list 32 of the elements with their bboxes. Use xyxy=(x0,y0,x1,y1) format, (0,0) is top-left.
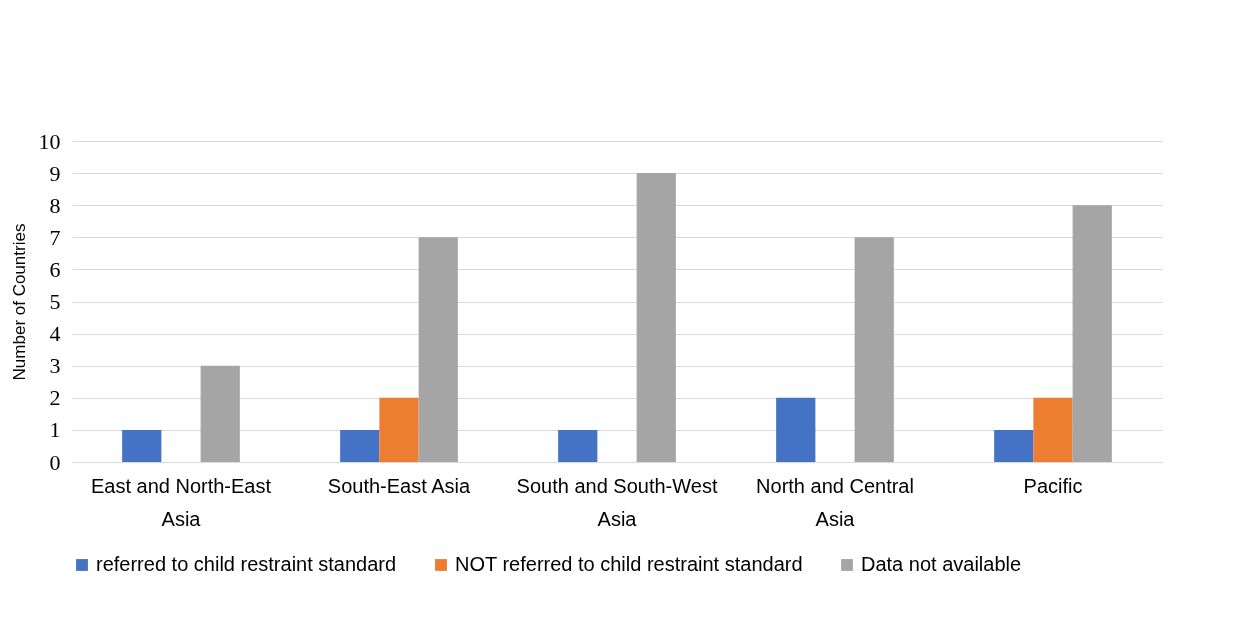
bar xyxy=(776,397,816,462)
x-tick-label: North and Central Asia xyxy=(756,474,914,530)
y-tick-label: 4 xyxy=(49,321,61,347)
bar xyxy=(200,365,240,462)
y-axis-title: Number of Countries xyxy=(9,223,29,381)
bar xyxy=(418,237,458,462)
bar xyxy=(1072,205,1112,462)
y-tick-label: 6 xyxy=(49,256,61,282)
x-tick-label: East and North-East Asia xyxy=(90,474,272,530)
y-tick-label: 3 xyxy=(49,353,61,379)
bar xyxy=(1033,397,1073,462)
y-tick-label: 2 xyxy=(49,385,61,411)
bar xyxy=(379,397,419,462)
bar xyxy=(558,429,598,462)
x-tick-label: South-East Asia xyxy=(327,474,472,497)
y-tick-label: 7 xyxy=(49,224,61,250)
y-tick-label: 8 xyxy=(49,192,61,218)
y-tick-label: 10 xyxy=(38,128,61,154)
bar xyxy=(636,173,676,462)
y-tick-label: 9 xyxy=(49,160,61,186)
bar xyxy=(854,237,894,462)
bar xyxy=(122,429,162,462)
bar xyxy=(994,429,1034,462)
legend-label: NOT referred to child restraint standard xyxy=(455,553,803,575)
x-tick-label: South and South-West Asia xyxy=(516,474,718,530)
legend-label: referred to child restraint standard xyxy=(96,553,397,575)
bar xyxy=(340,429,380,462)
y-tick-label: 5 xyxy=(49,289,61,314)
x-tick-label: Pacific xyxy=(1023,474,1083,497)
y-tick-label: 0 xyxy=(49,449,61,475)
legend-label: Data not available xyxy=(861,553,1022,575)
y-tick-label: 1 xyxy=(49,417,61,443)
